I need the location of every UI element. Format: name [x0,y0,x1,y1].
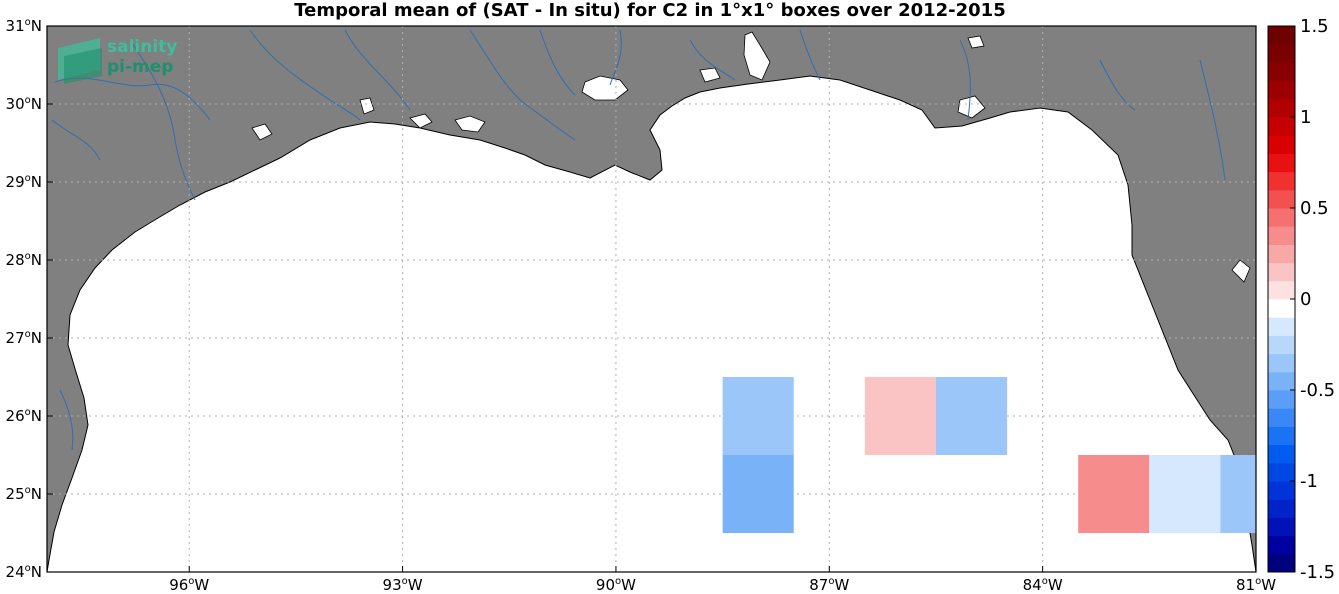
map-title: Temporal mean of (SAT - In situ) for C2 … [294,0,1006,21]
colorbar-swatch-9 [1268,390,1295,409]
colorbar-swatch-7 [1268,426,1295,446]
lat-label-5: 29oN [6,173,42,191]
colorbar-swatch-6 [1268,444,1295,464]
lat-label-7: 31oN [6,17,42,35]
lat-label-1: 25oN [6,485,42,503]
data-box-5 [1149,455,1221,533]
colorbar-swatch-18 [1268,226,1295,245]
lon-label-4: 84oW [1023,576,1063,594]
lat-label-6: 30oN [6,95,42,113]
colorbar-swatch-22 [1268,153,1295,173]
latitude-labels: 24oN 25oN 26oN 27oN 28oN 29oN 30oN 31oN [6,17,42,581]
data-box-0 [722,377,794,455]
data-box-4 [1078,455,1150,533]
colorbar-label-4: 0.5 [1300,198,1329,219]
colorbar-swatch-24 [1268,117,1295,136]
colorbar-swatch-28 [1268,44,1295,63]
colorbar-swatch-1 [1268,535,1295,555]
colorbar-swatch-3 [1268,499,1295,518]
lon-label-3: 87oW [809,576,849,594]
lat-label-4: 28oN [6,251,42,269]
colorbar-labels: -1.5 -1 -0.5 0 0.5 1 1.5 [1290,16,1335,583]
colorbar-swatch-10 [1268,371,1295,391]
lon-label-2: 90oW [596,576,636,594]
data-box-1 [722,455,794,533]
data-box-3 [935,377,1008,455]
colorbar-swatch-8 [1268,408,1295,427]
lon-label-1: 93oW [383,576,423,594]
longitude-labels: 96oW 93oW 90oW 87oW 84oW 81oW [169,576,1276,594]
colorbar-swatch-15 [1268,280,1295,300]
colorbar-swatch-12 [1268,335,1295,355]
colorbar-swatch-14 [1268,299,1295,318]
colorbar [1268,26,1295,573]
inland-water [251,31,1251,283]
colorbar-swatch-17 [1268,244,1295,264]
data-boxes [722,377,1256,533]
colorbar-swatch-21 [1268,171,1295,191]
colorbar-swatch-19 [1268,208,1295,227]
colorbar-label-2: -0.5 [1300,380,1335,401]
map-frame [46,25,1257,573]
colorbar-swatch-23 [1268,135,1295,154]
colorbar-swatch-25 [1268,98,1295,118]
lat-label-2: 26oN [6,407,42,425]
colorbar-label-0: -1.5 [1300,562,1335,583]
colorbar-label-3: 0 [1300,289,1311,310]
colorbar-label-1: -1 [1300,471,1318,492]
colorbar-swatch-2 [1268,517,1295,537]
lon-label-5: 81oW [1236,576,1276,594]
colorbar-swatch-16 [1268,262,1295,282]
colorbar-swatch-5 [1268,462,1295,482]
colorbar-swatch-20 [1268,189,1295,209]
colorbar-swatch-11 [1268,353,1295,373]
colorbar-swatch-29 [1268,26,1295,45]
colorbar-swatch-26 [1268,80,1295,100]
lat-label-0: 24oN [6,563,42,581]
land-mass [46,25,1257,573]
logo-line1: salinity [107,37,177,57]
colorbar-swatch-4 [1268,481,1295,500]
logo-line2: pi-mep [107,57,173,77]
salinity-pi-mep-logo: salinity pi-mep [58,37,177,84]
colorbar-label-5: 1 [1300,107,1311,128]
lon-label-0: 96oW [169,576,209,594]
data-box-6 [1220,455,1256,533]
colorbar-label-6: 1.5 [1300,16,1329,37]
data-box-2 [864,377,936,455]
colorbar-swatch-0 [1268,553,1295,573]
colorbar-swatch-27 [1268,62,1295,82]
lat-label-3: 27oN [6,329,42,347]
colorbar-swatch-13 [1268,317,1295,336]
